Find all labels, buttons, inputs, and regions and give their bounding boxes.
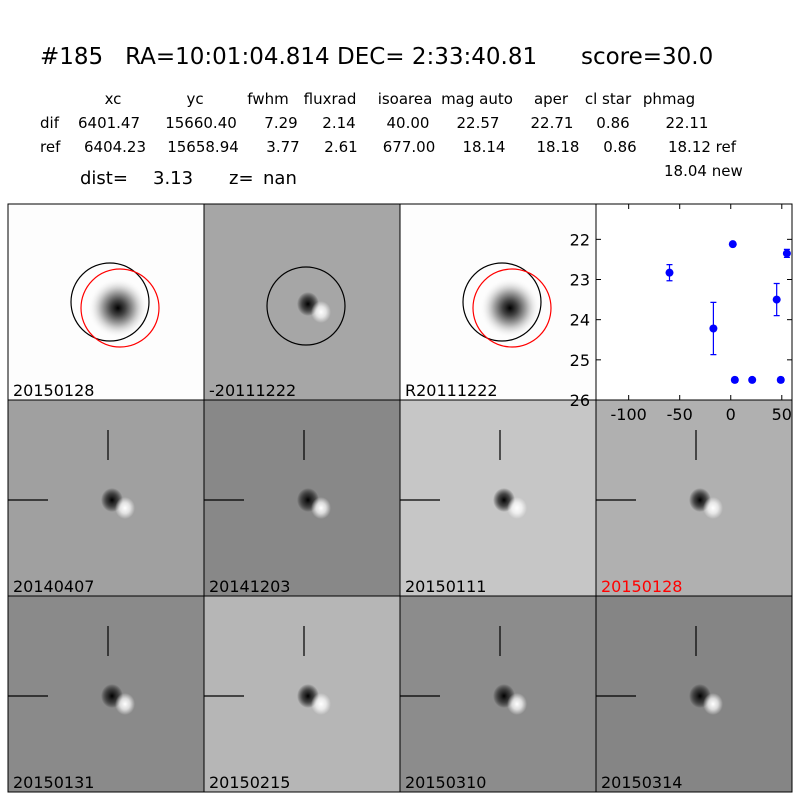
table-cell: 0.86 xyxy=(603,138,636,156)
y-tick-label: 23 xyxy=(570,271,590,290)
column-header: phmag xyxy=(643,90,695,108)
panel-label: 20150128 xyxy=(601,577,682,596)
table-cell: 15660.40 xyxy=(165,114,237,132)
column-header: mag auto xyxy=(441,90,513,108)
ref-circle xyxy=(266,266,346,346)
image-panel: 20150128 xyxy=(595,399,793,597)
panel-label: 20150215 xyxy=(209,773,290,792)
light-lobe xyxy=(703,497,723,519)
column-header: xc xyxy=(105,90,122,108)
light-lobe xyxy=(507,693,527,715)
table-cell: 2.61 xyxy=(324,138,357,156)
y-tick-label: 24 xyxy=(570,311,590,330)
table-cell: 18.12 ref xyxy=(668,138,737,156)
dif-circle xyxy=(472,268,552,348)
table-cell: 18.14 xyxy=(463,138,506,156)
panel-label: 20150111 xyxy=(405,577,486,596)
image-panel: 20150131 xyxy=(7,595,205,793)
table-cell: 2.14 xyxy=(322,114,355,132)
column-header: cl star xyxy=(585,90,632,108)
table-cell: 677.00 xyxy=(383,138,436,156)
y-tick-label: 26 xyxy=(570,391,590,410)
light-lobe xyxy=(115,497,135,519)
dif-circle xyxy=(80,268,160,348)
column-header: yc xyxy=(186,90,203,108)
light-lobe xyxy=(311,497,331,519)
point xyxy=(665,268,674,277)
z-label: z= xyxy=(229,168,254,189)
dist-value: 3.13 xyxy=(153,168,193,189)
image-panel: 20150128 xyxy=(7,203,205,401)
dist-label: dist= xyxy=(80,168,128,189)
point xyxy=(709,324,718,333)
row-label: dif xyxy=(40,114,60,132)
ref-circle xyxy=(462,262,542,342)
image-panel: 20150111 xyxy=(399,399,597,597)
image-panel: 20150215 xyxy=(203,595,401,793)
panel-label: 20150314 xyxy=(601,773,682,792)
light-lobe xyxy=(507,497,527,519)
y-tick-label: 22 xyxy=(570,230,590,249)
image-panel: -20111222 xyxy=(203,203,401,401)
image-panel: 20150314 xyxy=(595,595,793,793)
table-extra: 18.04 new xyxy=(664,162,743,180)
table-cell: 6404.23 xyxy=(84,138,146,156)
point xyxy=(776,375,785,384)
title: #185 RA=10:01:04.814 DEC= 2:33:40.81 sco… xyxy=(40,44,713,70)
image-panel: 20140407 xyxy=(7,399,205,597)
panel-label: -20111222 xyxy=(209,381,296,400)
table-cell: 7.29 xyxy=(264,114,297,132)
table-cell: 18.18 xyxy=(537,138,580,156)
chart-frame xyxy=(595,203,793,401)
row-label: ref xyxy=(40,138,61,156)
image-panel: R20111222 xyxy=(399,203,597,401)
image-panel: 20150310 xyxy=(399,595,597,793)
column-header: isoarea xyxy=(378,90,433,108)
table-cell: 22.11 xyxy=(666,114,709,132)
point xyxy=(728,240,737,249)
panel-frame xyxy=(595,595,793,793)
x-tick-label: -50 xyxy=(667,405,693,424)
panel-label: 20150131 xyxy=(13,773,94,792)
x-tick-label: 50 xyxy=(772,405,792,424)
table-cell: 15658.94 xyxy=(167,138,239,156)
panel-label: 20150128 xyxy=(13,381,94,400)
light-lobe xyxy=(115,693,135,715)
table-cell: 40.00 xyxy=(387,114,430,132)
table-cell: 6401.47 xyxy=(78,114,140,132)
panel-label: 20140407 xyxy=(13,577,94,596)
column-header: fluxrad xyxy=(304,90,357,108)
light-lobe xyxy=(703,693,723,715)
point xyxy=(772,295,781,304)
table-cell: 0.86 xyxy=(596,114,629,132)
y-tick-label: 25 xyxy=(570,351,590,370)
table-cell: 22.71 xyxy=(531,114,574,132)
source-blob xyxy=(480,278,540,338)
column-header: aper xyxy=(534,90,569,108)
image-panel: 20141203 xyxy=(203,399,401,597)
panel-label: R20111222 xyxy=(405,381,498,400)
light-lobe xyxy=(311,301,331,323)
x-tick-label: 0 xyxy=(726,405,736,424)
table-cell: 3.77 xyxy=(266,138,299,156)
z-value: nan xyxy=(263,168,297,189)
chart-background xyxy=(596,204,792,400)
table-cell: 22.57 xyxy=(457,114,500,132)
panel-label: 20150310 xyxy=(405,773,486,792)
point xyxy=(748,375,757,384)
column-header: fwhm xyxy=(247,90,288,108)
ref-circle xyxy=(70,262,150,342)
source-blob xyxy=(88,278,148,338)
point xyxy=(730,375,739,384)
panel-label: 20141203 xyxy=(209,577,290,596)
point xyxy=(782,249,791,258)
x-tick-label: -100 xyxy=(611,405,647,424)
light-lobe xyxy=(311,693,331,715)
